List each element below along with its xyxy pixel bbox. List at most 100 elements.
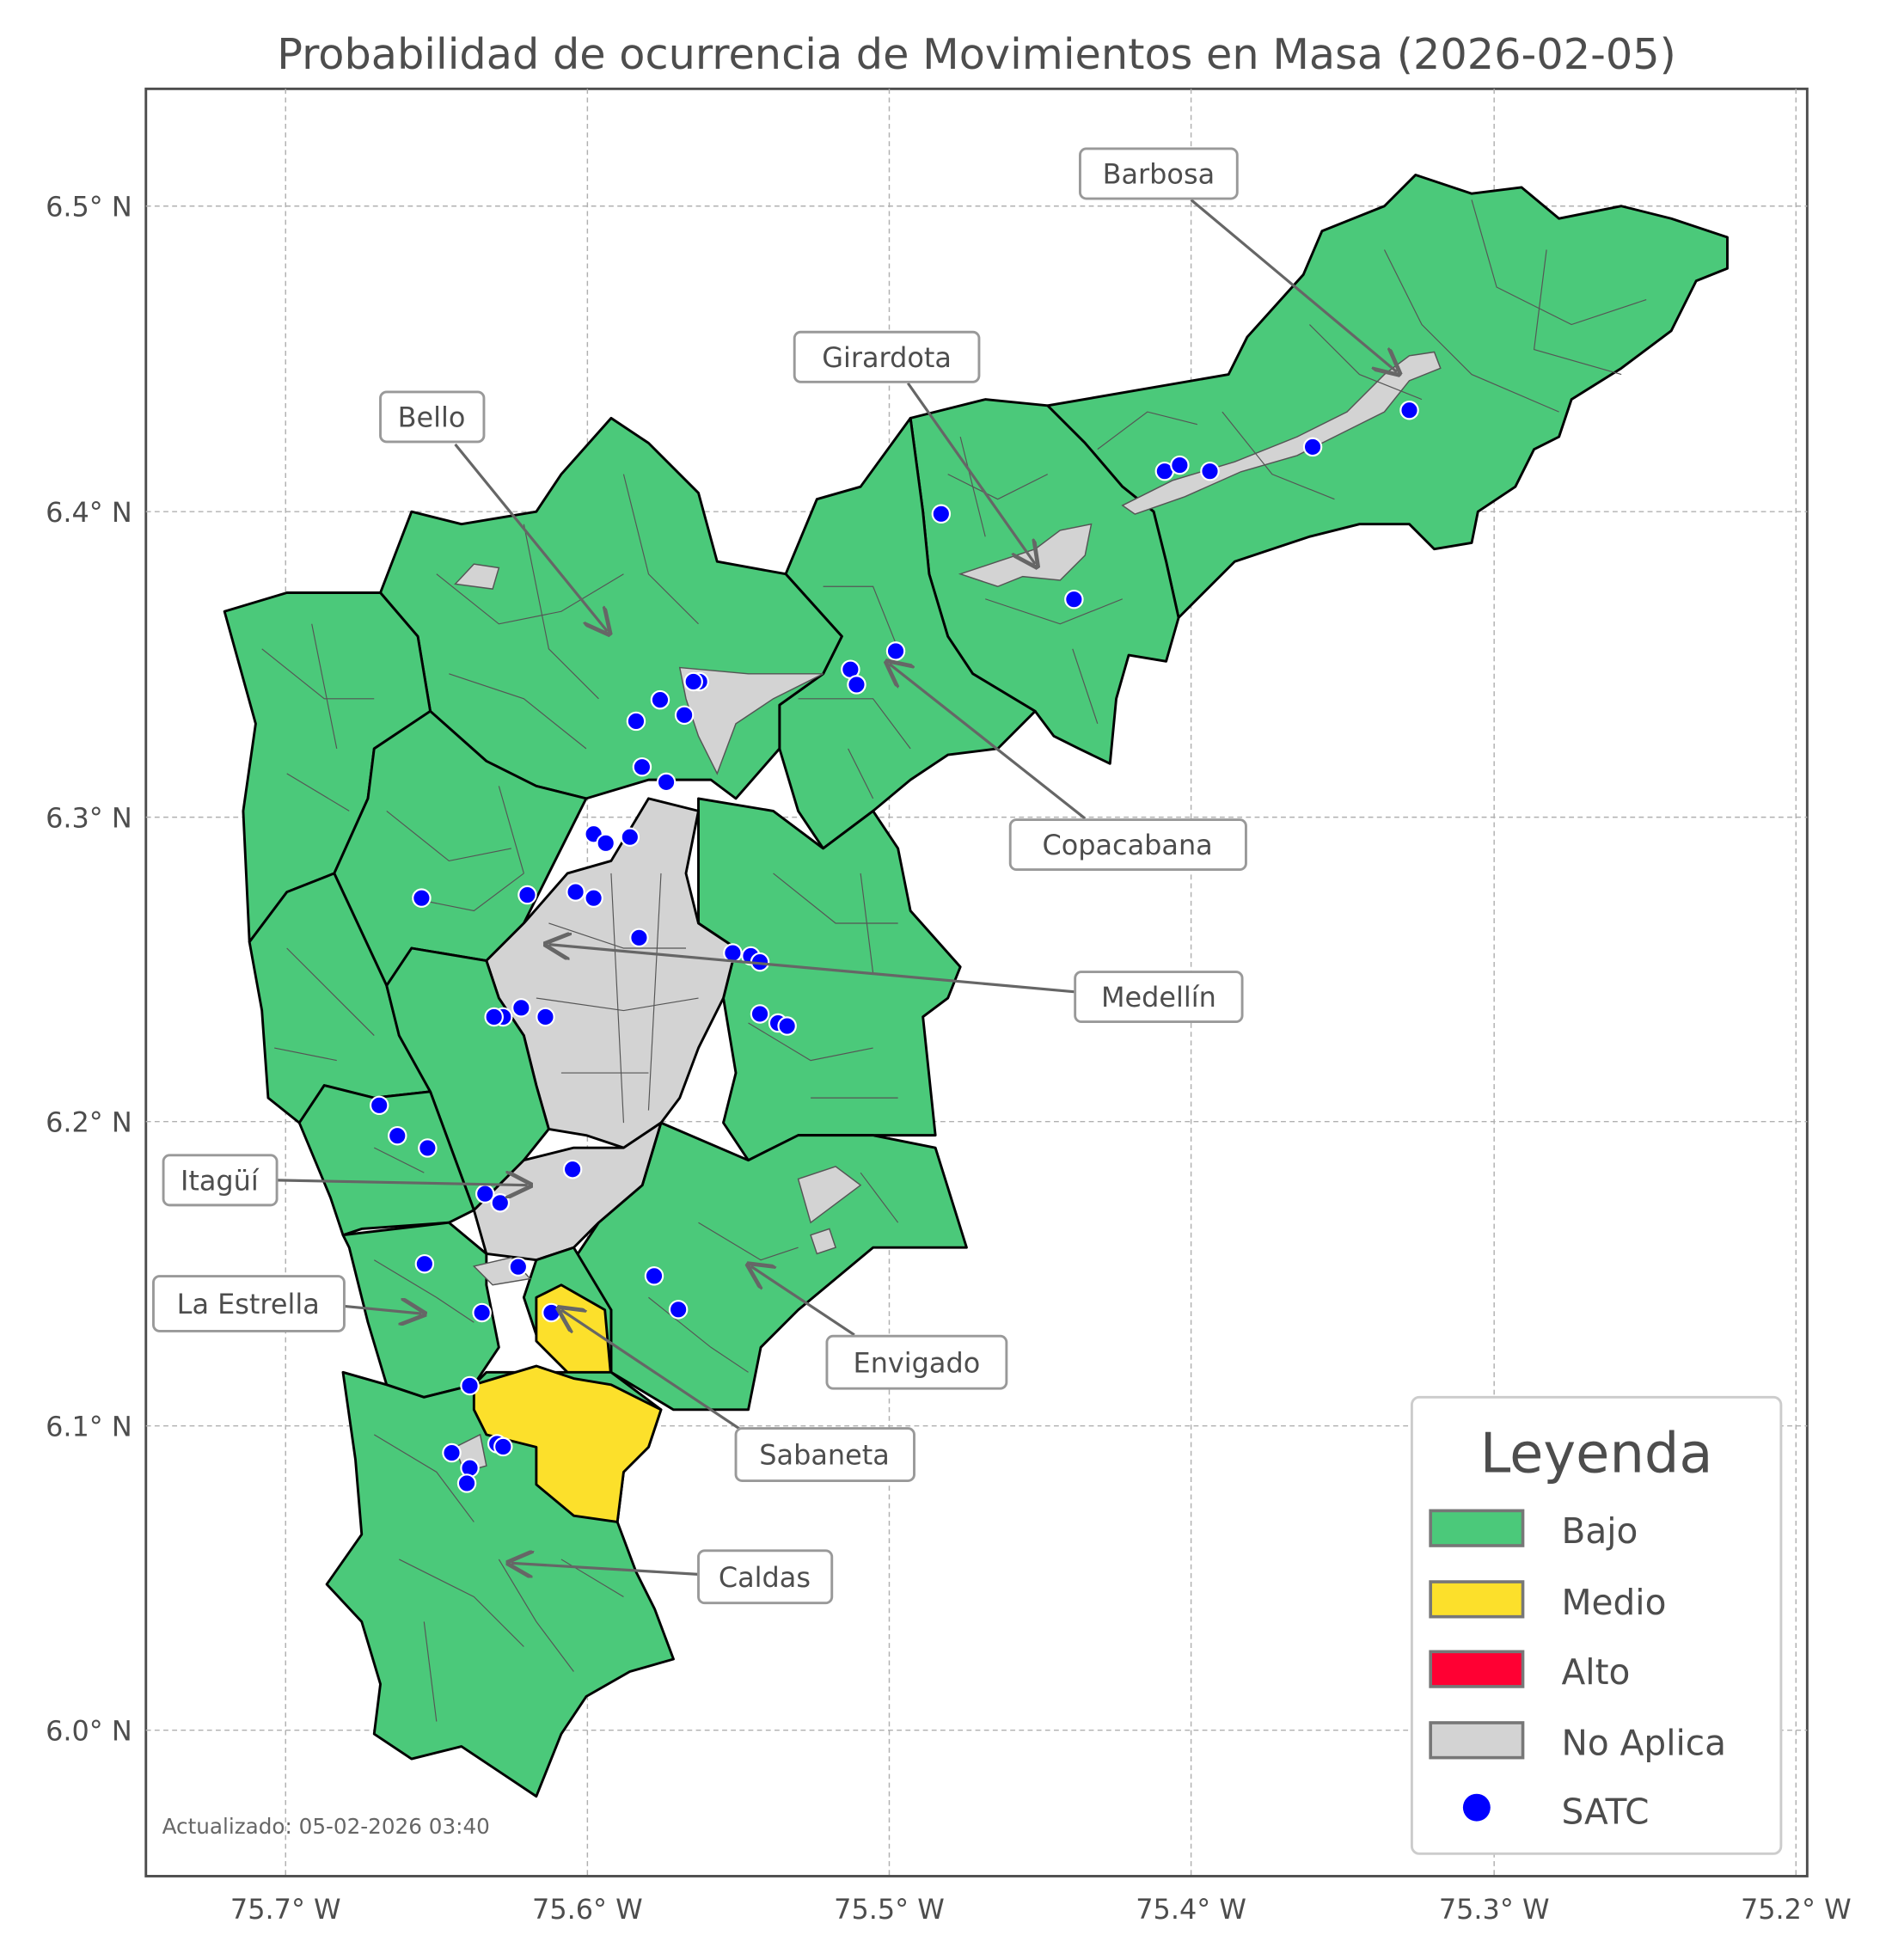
satc-station-marker[interactable] [656,772,677,793]
satc-station-marker[interactable] [674,705,695,726]
label-medellin[interactable]: Medellín [548,945,1244,1024]
legend-item-no-aplica: No Aplica [1429,1721,1726,1764]
satc-station-marker[interactable] [632,756,652,777]
x-tick: 75.2° W [1741,1893,1852,1926]
satc-station-marker[interactable] [369,1095,389,1116]
map-title: Probabilidad de ocurrencia de Movimiento… [277,29,1676,79]
svg-text:Itagüí: Itagüí [181,1164,260,1197]
x-tick: 75.7° W [230,1893,341,1926]
satc-station-marker[interactable] [723,943,743,963]
svg-text:Medio: Medio [1562,1582,1667,1623]
y-tick: 6.1° N [46,1410,132,1442]
svg-text:No Aplica: No Aplica [1562,1723,1726,1764]
satc-points-layer [369,400,1419,1493]
satc-station-marker[interactable] [508,1257,529,1277]
satc-station-marker[interactable] [418,1138,438,1158]
satc-station-marker[interactable] [562,1160,583,1179]
svg-text:Barbosa: Barbosa [1103,158,1215,191]
label-caldas[interactable]: Caldas [511,1551,834,1605]
legend-swatch-medio [1429,1580,1525,1619]
satc-station-marker[interactable] [596,833,615,854]
satc-station-marker[interactable] [683,671,703,692]
legend-item-satc: SATC [1462,1792,1650,1833]
label-girardota[interactable]: Girardota [793,330,1035,564]
satc-station-marker[interactable] [536,1007,555,1027]
svg-text:Sabaneta: Sabaneta [759,1439,890,1472]
municipality-west-south[interactable] [297,1084,475,1237]
x-tick: 75.4° W [1136,1893,1246,1926]
satc-station-marker[interactable] [493,1436,513,1457]
satc-station-marker[interactable] [1200,461,1220,481]
svg-text:Bajo: Bajo [1562,1510,1638,1552]
legend-item-alto: Alto [1429,1650,1631,1693]
label-barbosa[interactable]: Barbosa [1079,147,1397,372]
svg-text:Envigado: Envigado [854,1346,981,1379]
label-copacabana[interactable]: Copacabana [889,664,1247,872]
satc-station-marker[interactable] [885,641,906,661]
legend: Leyenda Bajo Medio Alto No Aplica SATC [1410,1395,1783,1855]
satc-station-marker[interactable] [650,689,670,710]
satc-station-marker[interactable] [388,1125,407,1146]
satc-station-marker[interactable] [626,711,646,732]
svg-text:La Estrella: La Estrella [177,1288,320,1320]
satc-station-marker[interactable] [931,504,952,524]
satc-station-marker[interactable] [442,1442,462,1463]
satc-station-marker[interactable] [644,1266,664,1286]
satc-station-marker[interactable] [511,998,531,1018]
legend-item-bajo: Bajo [1429,1509,1638,1552]
satc-station-marker[interactable] [750,1004,770,1024]
satc-station-marker[interactable] [584,888,603,908]
satc-station-marker[interactable] [1399,400,1419,420]
y-tick: 6.4° N [46,496,132,529]
satc-station-marker[interactable] [412,888,432,908]
svg-text:Bello: Bello [398,401,466,434]
svg-text:Girardota: Girardota [822,341,952,374]
label-sabaneta[interactable]: Sabaneta [561,1310,915,1482]
satc-station-marker[interactable] [1302,437,1323,457]
satc-station-marker[interactable] [620,827,640,847]
satc-station-marker[interactable] [668,1300,689,1320]
legend-title: Leyenda [1480,1422,1713,1485]
legend-swatch-alto [1429,1650,1525,1688]
svg-text:Medellín: Medellín [1101,981,1216,1014]
satc-station-marker[interactable] [1064,589,1084,609]
municipalities-layer [223,173,1729,1798]
y-axis-ticks: 6.5° N 6.4° N 6.3° N 6.2° N 6.1° N 6.0° … [46,190,132,1747]
svg-text:Alto: Alto [1562,1651,1631,1693]
y-tick: 6.3° N [46,801,132,834]
satc-station-marker[interactable] [629,928,649,948]
legend-satc-marker-icon [1462,1793,1491,1822]
svg-text:Copacabana: Copacabana [1042,829,1212,861]
satc-station-marker[interactable] [777,1016,797,1036]
legend-swatch-no-aplica [1429,1721,1525,1760]
satc-station-marker[interactable] [517,885,537,905]
label-itagui[interactable]: Itagüí [162,1154,528,1207]
y-tick: 6.0° N [46,1714,132,1747]
x-axis-ticks: 75.7° W 75.6° W 75.5° W 75.4° W 75.3° W … [230,1893,1852,1926]
satc-station-marker[interactable] [490,1193,511,1213]
svg-text:SATC: SATC [1562,1792,1650,1833]
x-tick: 75.5° W [834,1893,945,1926]
satc-station-marker[interactable] [460,1375,480,1396]
label-bello[interactable]: Bello [379,390,608,632]
satc-station-marker[interactable] [1170,455,1190,475]
x-tick: 75.6° W [532,1893,643,1926]
satc-station-marker[interactable] [847,675,866,695]
y-tick: 6.2° N [46,1106,132,1138]
satc-station-marker[interactable] [484,1007,504,1027]
annotations: Barbosa Girardota Bello Copacabana Medel… [152,147,1397,1605]
label-la-estrella[interactable]: La Estrella [152,1275,421,1332]
satc-station-marker[interactable] [566,882,585,902]
updated-timestamp: Actualizado: 05-02-2026 03:40 [162,1814,490,1839]
x-tick: 75.3° W [1439,1893,1550,1926]
legend-swatch-bajo [1429,1509,1525,1547]
svg-text:Caldas: Caldas [719,1561,811,1594]
satc-station-marker[interactable] [414,1253,435,1274]
label-envigado[interactable]: Envigado [750,1266,1008,1390]
satc-station-marker[interactable] [472,1302,492,1323]
satc-station-marker[interactable] [456,1473,477,1493]
satc-station-marker[interactable] [542,1302,561,1323]
y-tick: 6.5° N [46,190,132,223]
legend-item-medio: Medio [1429,1580,1667,1623]
